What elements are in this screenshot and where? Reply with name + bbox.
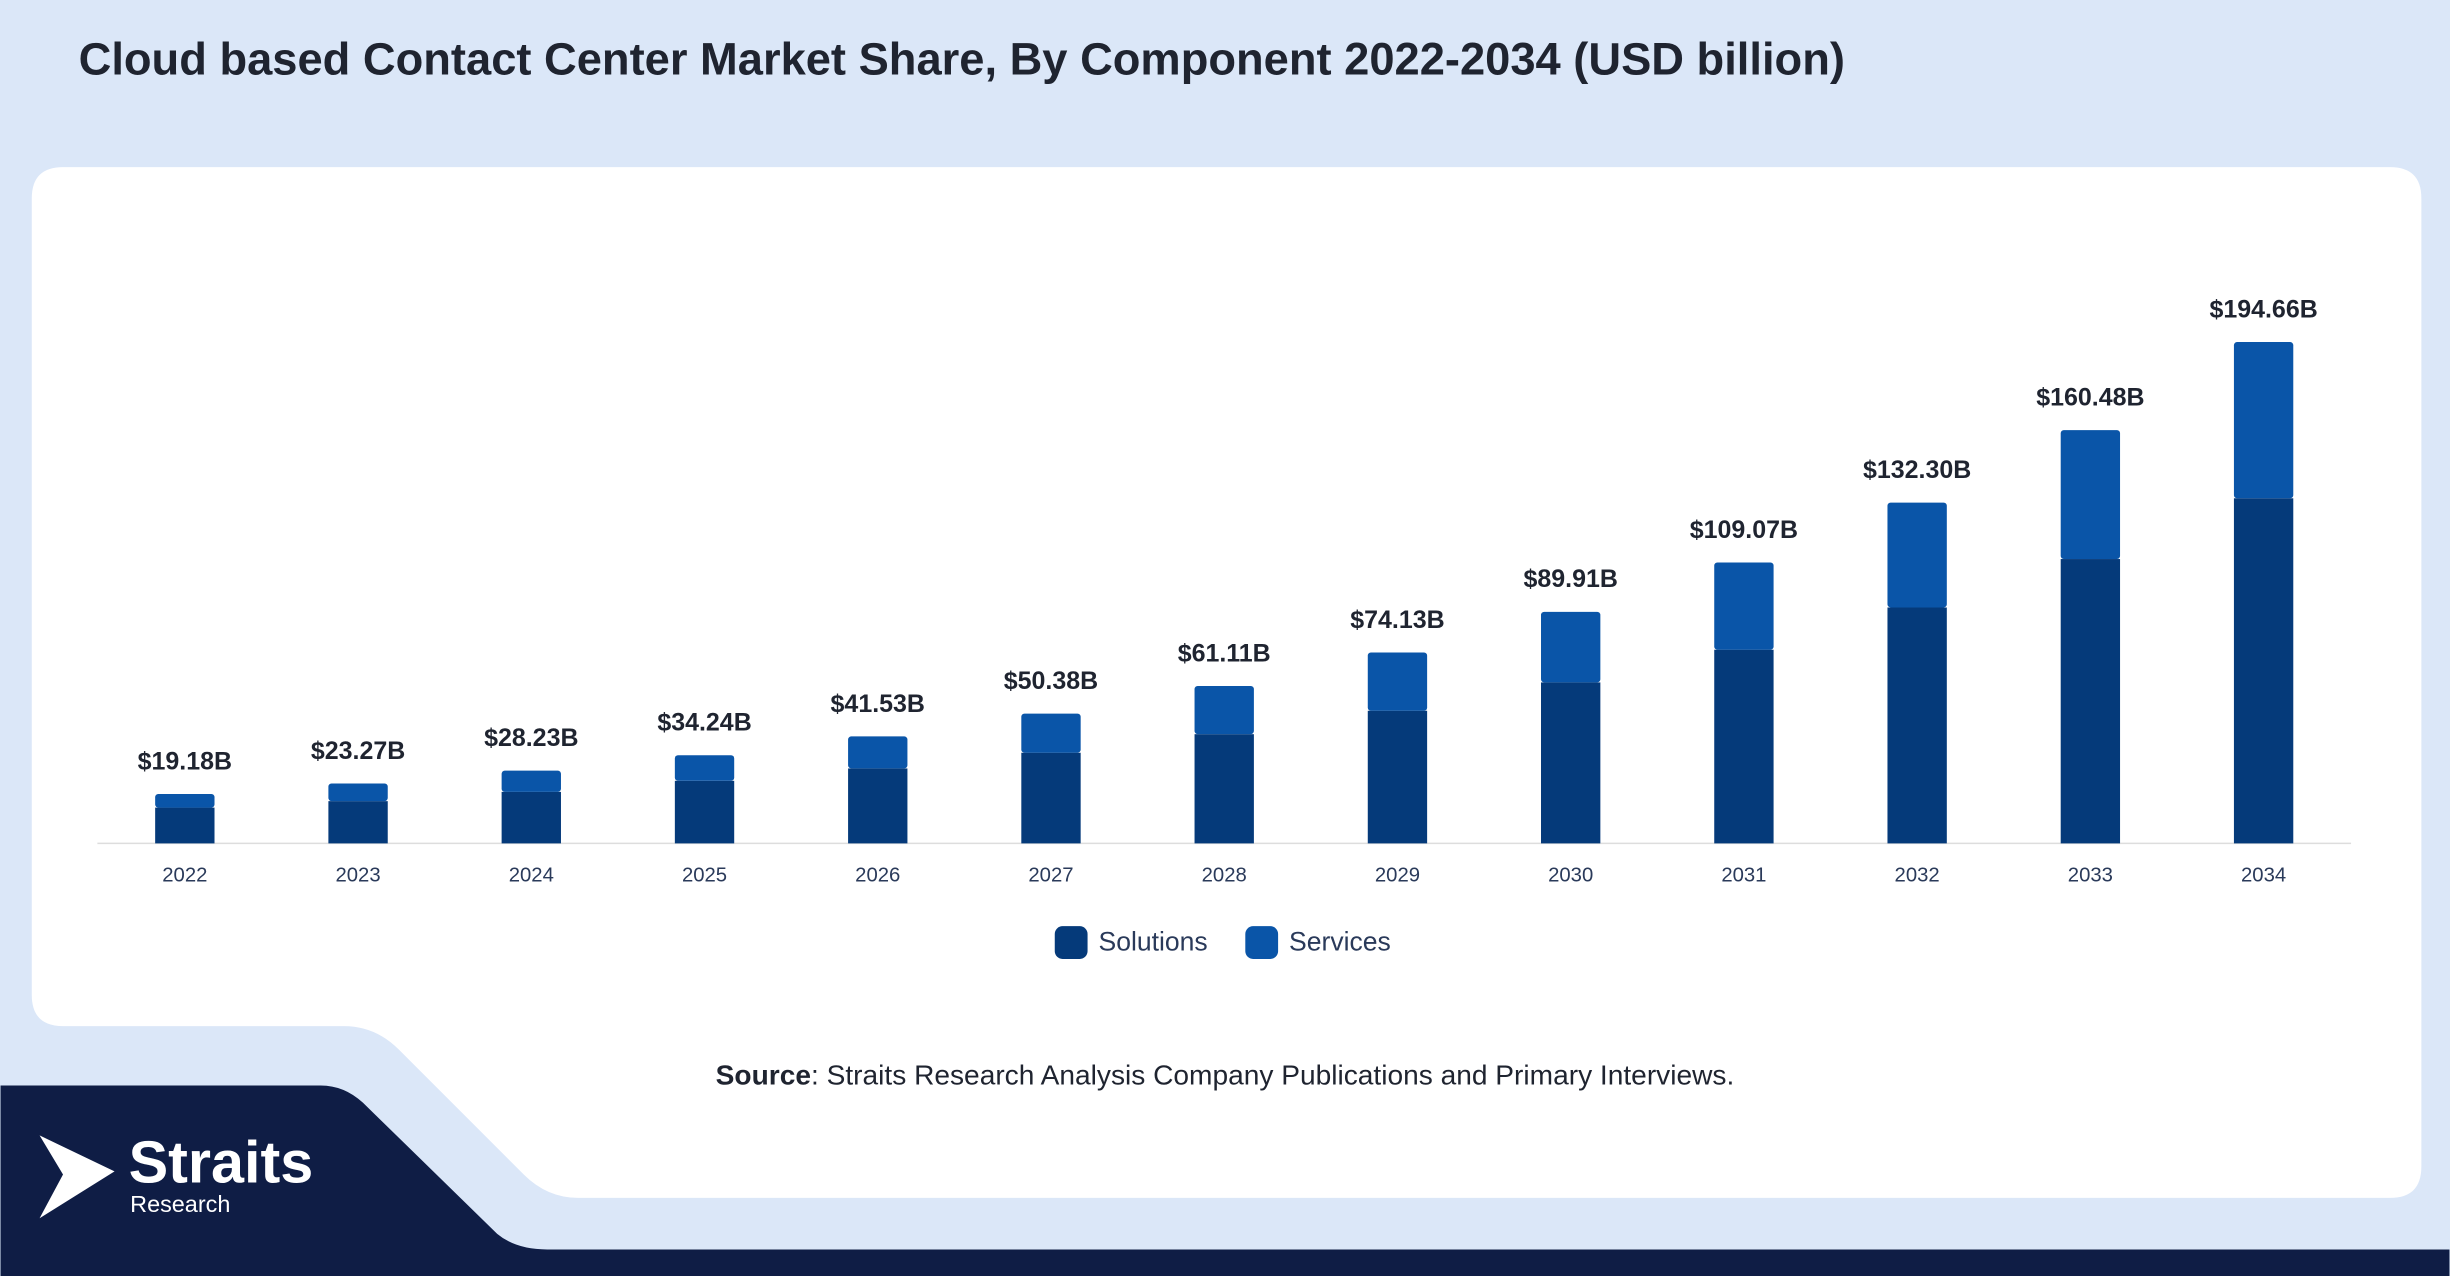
- bar-segment: [1194, 734, 1254, 844]
- total-label: $19.18B: [138, 747, 232, 775]
- total-label: $109.07B: [1690, 516, 1798, 544]
- bar-segment: [328, 783, 388, 802]
- total-label: $34.24B: [657, 709, 751, 737]
- bar-segment: [1541, 611, 1601, 683]
- bar-segment: [2233, 498, 2294, 844]
- x-tick-label: 2025: [682, 865, 727, 887]
- x-tick-label: 2030: [1548, 865, 1593, 887]
- total-label: $194.66B: [2209, 295, 2317, 323]
- source-text: : Straits Research Analysis Company Publ…: [811, 1060, 1734, 1091]
- total-label: $23.27B: [311, 737, 405, 765]
- legend-swatch: [1245, 926, 1279, 959]
- bar-segment: [1367, 652, 1428, 711]
- total-label: $132.30B: [1863, 456, 1971, 484]
- brand-sub: Research: [130, 1191, 230, 1217]
- total-label: $50.38B: [1004, 667, 1098, 695]
- x-tick-label: 2033: [2068, 865, 2113, 887]
- x-tick-label: 2028: [1202, 865, 1247, 887]
- total-label: $74.13B: [1350, 606, 1444, 634]
- bar-segment: [1194, 685, 1254, 735]
- bar-segment: [674, 755, 735, 781]
- x-tick-label: 2024: [509, 865, 554, 887]
- bar-segment: [1021, 752, 1081, 844]
- bar-segment: [2233, 342, 2294, 499]
- total-label: $61.11B: [1178, 639, 1271, 667]
- total-label: $41.53B: [831, 690, 925, 718]
- bar-segment: [848, 736, 908, 769]
- logo-mark: [39, 1135, 115, 1219]
- legend-label: Services: [1289, 926, 1391, 956]
- total-label: $28.23B: [484, 724, 578, 752]
- source: Source: Straits Research Analysis Compan…: [716, 1060, 1735, 1091]
- bar-segment: [2060, 430, 2121, 560]
- x-tick-label: 2032: [1895, 865, 1940, 887]
- chart-title: Cloud based Contact Center Market Share,…: [79, 33, 1845, 84]
- bar-segment: [155, 793, 215, 808]
- bar-segment: [2060, 559, 2121, 844]
- source-label: Source: [716, 1060, 811, 1091]
- bar-segment: [501, 770, 561, 792]
- footer-band: [0, 1085, 2450, 1276]
- bar-segment: [1714, 649, 1774, 844]
- total-label: $89.91B: [1523, 565, 1617, 593]
- bar-segment: [1887, 502, 1947, 608]
- x-tick-label: 2022: [162, 865, 207, 887]
- bar-segment: [1714, 562, 1774, 650]
- x-tick-label: 2023: [335, 865, 380, 887]
- bar-segment: [155, 807, 215, 844]
- x-tick-label: 2034: [2241, 865, 2286, 887]
- x-tick-label: 2026: [855, 865, 900, 887]
- bar-segment: [674, 780, 735, 844]
- bar-segment: [1541, 682, 1601, 844]
- bar-segment: [1367, 710, 1428, 844]
- x-tick-label: 2029: [1375, 865, 1420, 887]
- brand: Straits: [129, 1128, 314, 1195]
- bar-segment: [1021, 713, 1081, 753]
- total-label: $160.48B: [2036, 383, 2144, 411]
- legend-swatch: [1054, 926, 1088, 959]
- bar-segment: [501, 791, 561, 844]
- card: [31, 167, 2422, 1198]
- x-tick-label: 2027: [1028, 865, 1073, 887]
- bar-segment: [328, 801, 388, 844]
- bar-segment: [848, 768, 908, 844]
- bar-segment: [1887, 607, 1947, 844]
- legend-label: Solutions: [1098, 926, 1207, 956]
- x-tick-label: 2031: [1721, 865, 1766, 887]
